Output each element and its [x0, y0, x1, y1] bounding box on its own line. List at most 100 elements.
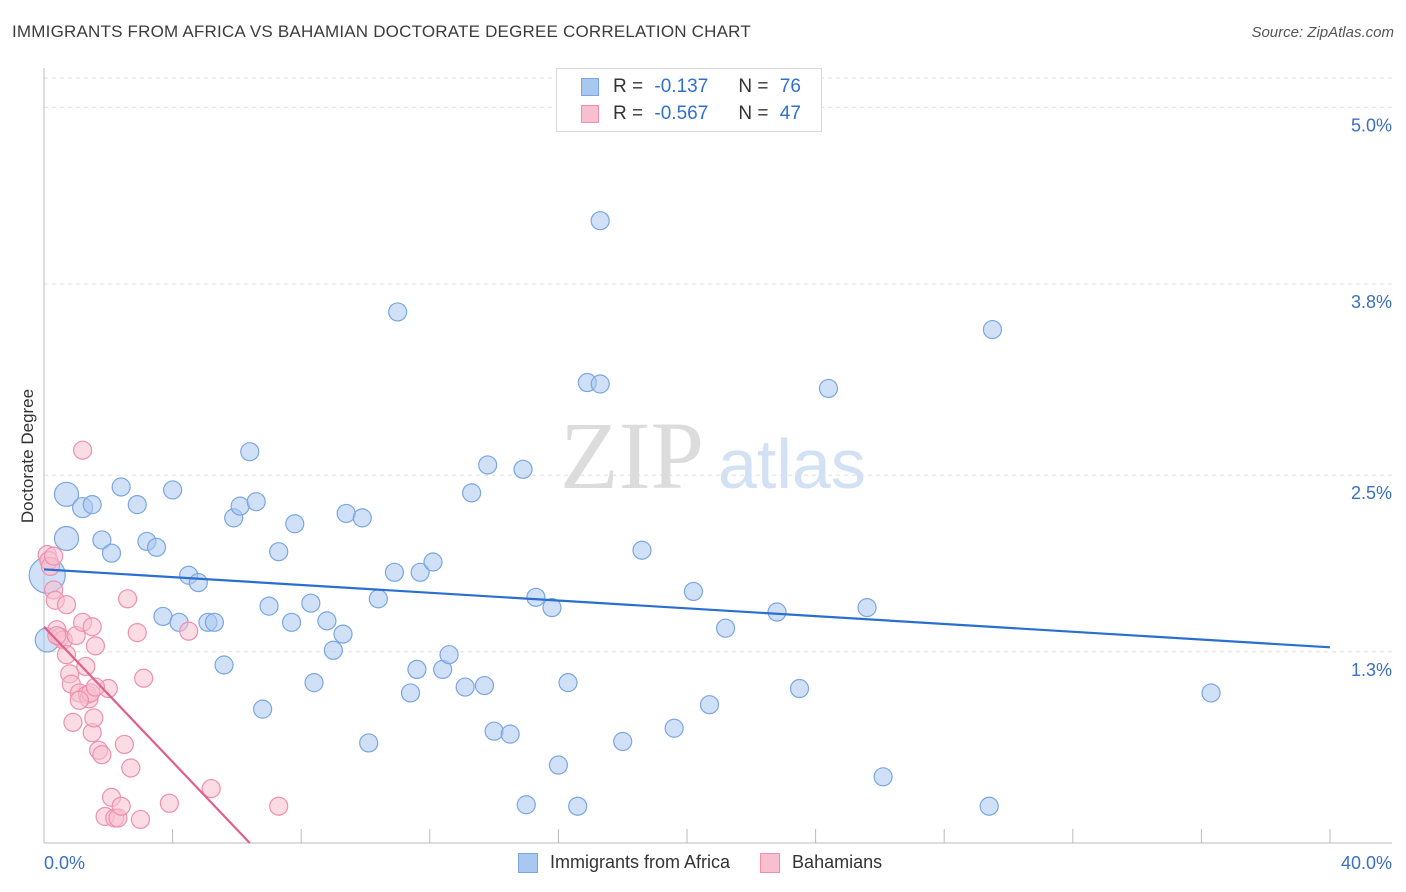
africa-point [455, 677, 475, 697]
africa-point [301, 593, 321, 613]
bahamians-point [72, 440, 93, 460]
africa-point [153, 606, 173, 627]
bahamians-point [117, 589, 138, 609]
source-label: Source: ZipAtlas.com [1251, 24, 1394, 41]
africa-point [767, 602, 787, 622]
africa-point [664, 718, 684, 738]
africa-point [568, 796, 588, 816]
bahamians-point [47, 625, 67, 646]
bahamians-point [82, 617, 102, 637]
bahamians-point [134, 668, 154, 688]
africa-point [53, 481, 80, 507]
bahamians-point [85, 677, 106, 697]
africa-point [368, 589, 388, 609]
legend-item-africa: Immigrants from Africa [518, 852, 730, 873]
africa-point [352, 508, 372, 528]
africa-point [715, 618, 736, 638]
correlation-legend: R = -0.137 N = 76 R = -0.567 N = 47 [556, 68, 822, 132]
africa-point [613, 731, 633, 752]
africa-point [683, 581, 704, 602]
series-bahamians [37, 440, 289, 830]
africa-point [333, 624, 353, 644]
series-legend: Immigrants from Africa Bahamians [518, 852, 912, 873]
trend-lines [43, 568, 1331, 844]
legend-item-bahamians: Bahamians [760, 852, 882, 873]
y-tick-label: 3.8% [1351, 292, 1392, 312]
africa-point [246, 492, 266, 512]
y-tick-label: 2.5% [1351, 483, 1392, 503]
africa-point [857, 598, 877, 618]
legend-swatch-blue [581, 78, 599, 96]
bahamians-point [130, 809, 151, 830]
bahamians-point [84, 708, 104, 728]
bahamians-point [69, 690, 89, 710]
x-tick-label-max: 40.0% [1341, 853, 1392, 873]
africa-point [101, 543, 122, 563]
africa-point [281, 612, 302, 632]
y-tick-labels: 1.3% 2.5% 3.8% 5.0% [1351, 115, 1392, 679]
africa-point [526, 587, 546, 607]
y-tick-label: 5.0% [1351, 115, 1392, 135]
africa-point [53, 525, 80, 552]
watermark-atlas: atlas [718, 425, 866, 503]
africa-point [214, 655, 234, 675]
legend-r-label: R = [613, 103, 644, 124]
grid-lines [44, 77, 1392, 653]
bahamians-point [121, 758, 141, 778]
africa-point [92, 530, 112, 550]
legend-row-bahamians: R = -0.567 N = 47 [581, 101, 801, 127]
y-axis-title: Doctorate Degree [18, 389, 37, 523]
africa-point [632, 540, 652, 560]
bahamians-point [56, 595, 77, 615]
bahamians-point [85, 636, 106, 656]
africa-point [407, 659, 427, 680]
legend-r-value: -0.137 [654, 76, 709, 97]
africa-point [590, 374, 610, 394]
africa-point [400, 683, 421, 703]
x-tick-labels: 0.0% 40.0% [44, 853, 1392, 873]
africa-point [461, 483, 482, 503]
africa-point [1201, 683, 1221, 703]
africa-point [163, 480, 183, 500]
africa-point [548, 755, 569, 775]
bahamians-point [56, 645, 77, 665]
africa-point [558, 673, 578, 693]
africa-point [204, 612, 224, 632]
africa-point [789, 678, 810, 699]
africa-point [474, 675, 495, 696]
africa-point [500, 724, 520, 744]
africa-point [259, 596, 279, 616]
africa-point [188, 573, 208, 593]
africa-point [542, 598, 562, 618]
africa-point [388, 302, 408, 322]
bahamians-point [201, 778, 221, 799]
axes [43, 68, 1392, 844]
legend-swatch-pink [581, 105, 599, 123]
africa-point [240, 442, 260, 462]
africa-point [423, 552, 443, 572]
africa-point [384, 562, 405, 582]
africa-point [478, 455, 498, 475]
legend-n-value: 47 [779, 103, 801, 124]
africa-point [230, 496, 250, 516]
africa-point [317, 611, 337, 631]
africa-point [590, 211, 610, 231]
africa-point [979, 796, 999, 816]
bahamians-point [179, 621, 199, 641]
africa-point [513, 459, 533, 479]
legend-label-bahamians: Bahamians [792, 852, 883, 872]
bahamians-point [269, 796, 289, 816]
bahamians-point [159, 793, 179, 813]
bahamians-point [44, 546, 64, 566]
series-immigrants-from-africa [28, 211, 1221, 816]
legend-n-value: 76 [779, 76, 801, 97]
watermark-zip: ZIP [560, 402, 704, 509]
legend-swatch-blue [518, 852, 538, 873]
legend-swatch-pink [760, 852, 781, 873]
africa-point [699, 695, 720, 715]
africa-point [323, 640, 343, 660]
africa-point [253, 699, 273, 719]
bahamians-point [92, 745, 112, 765]
bahamians-point [111, 796, 131, 816]
